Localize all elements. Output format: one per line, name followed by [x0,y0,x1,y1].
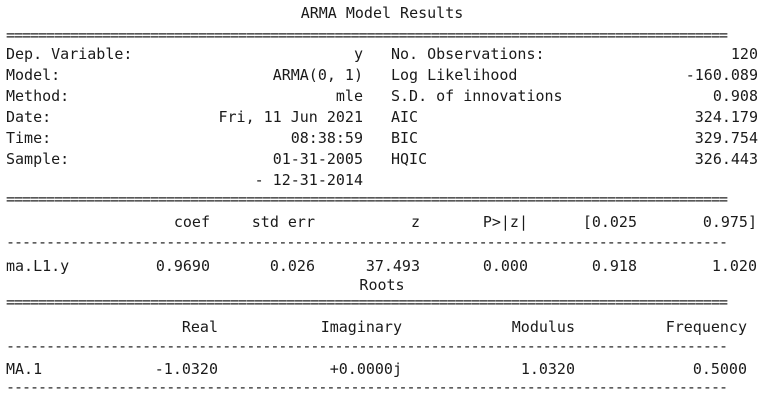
double-rule: ========================================… [6,190,728,208]
coef-cell: 0.026 [269,257,315,275]
summary-left-label: Sample: [6,150,70,168]
summary-right-label: S.D. of innovations [391,87,563,105]
summary-right-label: BIC [391,129,419,147]
summary-right-value: 324.179 [694,108,758,126]
single-rule: ----------------------------------------… [6,378,728,396]
coef-header: P>|z| [482,213,528,231]
summary-left-value: - 12-31-2014 [254,171,363,189]
summary-left-label: Dep. Variable: [6,45,133,63]
summary-left-label: Time: [6,129,52,147]
coef-header: std err [251,213,315,231]
roots-header: Modulus [511,318,575,336]
summary-right-label: Log Likelihood [391,66,518,84]
coef-cell: 37.493 [365,257,420,275]
summary-right-label: AIC [391,108,419,126]
coef-header: [0.025 [582,213,637,231]
roots-cell: -1.0320 [154,360,218,378]
coef-header: 0.975] [702,213,757,231]
roots-cell: 0.5000 [692,360,747,378]
summary-right-value: 0.908 [712,87,758,105]
summary-left-value: ARMA(0, 1) [272,66,363,84]
coef-cell: 0.9690 [155,257,210,275]
single-rule: ----------------------------------------… [6,337,728,355]
roots-header: Imaginary [320,318,402,336]
summary-left-value: Fri, 11 Jun 2021 [218,108,364,126]
summary-left-label: Model: [6,66,61,84]
summary-right-value: 329.754 [694,129,758,147]
double-rule: ========================================… [6,293,728,311]
summary-right-label: No. Observations: [391,45,545,63]
roots-header: Frequency [665,318,747,336]
coef-cell: 0.918 [591,257,637,275]
roots-row-name: MA.1 [6,360,43,378]
coef-row-name: ma.L1.y [6,257,70,275]
coef-header: z [410,213,420,231]
coef-cell: 1.020 [711,257,757,275]
double-rule: ========================================… [6,26,728,44]
summary-left-value: mle [335,87,363,105]
coef-header: coef [173,213,210,231]
roots-cell: 1.0320 [520,360,575,378]
summary-left-value: y [353,45,363,63]
summary-left-label: Method: [6,87,70,105]
page-title: ARMA Model Results [300,4,464,22]
summary-right-value: 120 [730,45,758,63]
summary-right-label: HQIC [391,150,428,168]
summary-left-label: Date: [6,108,52,126]
roots-title: Roots [359,276,405,294]
roots-cell: +0.0000j [329,360,402,378]
summary-right-value: -160.089 [685,66,758,84]
summary-left-value: 01-31-2005 [272,150,363,168]
summary-right-value: 326.443 [694,150,758,168]
coef-cell: 0.000 [482,257,528,275]
roots-header: Real [181,318,218,336]
summary-left-value: 08:38:59 [290,129,363,147]
single-rule: ----------------------------------------… [6,233,728,251]
